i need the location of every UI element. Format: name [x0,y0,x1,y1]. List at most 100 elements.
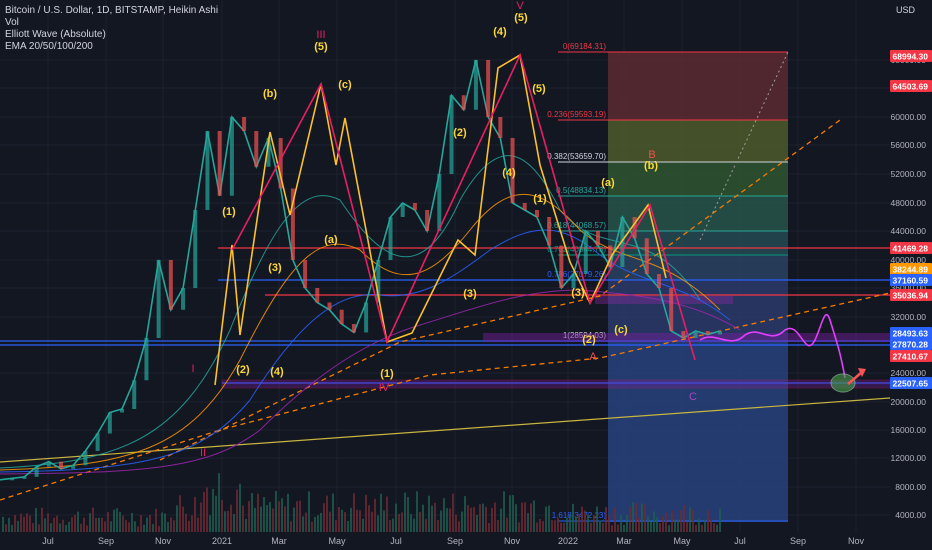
candle [34,466,39,477]
volume-bar [398,513,400,532]
volume-bar [350,507,352,532]
price-tick-label: 16000.00 [891,425,927,435]
volume-bar [686,522,688,532]
wave-label-major: V [516,0,524,12]
target-arrow [847,371,863,385]
time-tick-label: Nov [504,536,521,546]
volume-bar [713,523,715,532]
wave-label: (a) [324,234,338,246]
volume-bar [179,495,181,532]
candles [10,60,722,481]
volume-bar [248,501,250,532]
dashed-trendline-upper [159,119,841,461]
volume-bar [485,506,487,532]
volume-bar [704,519,706,532]
candle [217,131,222,196]
volume-indicator-label[interactable]: Vol [5,17,19,28]
volume-bar [251,493,253,532]
wave-label: (5) [532,83,546,95]
volume-bar [317,515,319,532]
candle [315,288,320,303]
volume-bar [59,523,61,532]
candle [486,60,491,117]
volume-bar [608,515,610,532]
volume-bar [587,514,589,532]
volume-bar [173,520,175,532]
volume-bar [323,503,325,532]
candle [498,117,503,138]
volume-bar [434,502,436,532]
price-label-text: 35036.94 [893,291,929,301]
volume-bar [719,508,721,532]
time-tick-label: Sep [98,536,114,546]
volume-bar [158,526,160,532]
candle [59,461,64,469]
time-tick-label: Sep [447,536,463,546]
volume-bar [332,493,334,532]
volume-bar [533,500,535,532]
volume-bar [338,507,340,532]
volume-bar [554,520,556,532]
volume-bar [56,515,58,532]
symbol-title[interactable]: Bitcoin / U.S. Dollar, 1D, BITSTAMP, Hei… [5,5,219,16]
volume-bar [620,514,622,532]
price-label-box [890,327,932,339]
candle [107,412,112,434]
volume-bar [380,493,382,532]
candle [437,174,442,231]
volume-bar [524,502,526,532]
volume-bar [527,513,529,532]
volume-bar [188,520,190,532]
price-tick-label: 44000.00 [891,226,927,236]
volume-bar [542,521,544,532]
fib-band [608,340,788,522]
time-axis-background [0,532,932,550]
volume-bar [245,519,247,532]
ema-indicator-label[interactable]: EMA 20/50/100/200 [5,41,93,52]
volume-bar [2,516,4,532]
volume-bar [668,525,670,532]
fib-band [608,120,788,162]
volume-bar [626,515,628,532]
volume-bar [359,510,361,532]
candle [71,465,76,469]
price-label-text: 27870.28 [893,340,929,350]
volume-bar [512,495,514,532]
volume-bar [17,520,19,532]
price-tick-label: 48000.00 [891,198,927,208]
volume-bar [572,503,574,532]
volume-bar [536,522,538,532]
elliott-wave-indicator-label[interactable]: Elliott Wave (Absolute) [5,29,106,40]
volume-bar [92,507,94,532]
volume-bar [293,507,295,532]
volume-bar [410,513,412,532]
wave-label-major: III [316,29,325,41]
candle [290,188,295,260]
volume-bar [227,510,229,532]
candle [632,217,637,239]
volume-bar [473,507,475,532]
price-label-box [890,338,932,350]
volume-bar [62,519,64,532]
volume-bar [71,517,73,532]
candle [473,60,478,110]
volume-bar [26,513,28,532]
volume-bar [638,518,640,532]
wave-label: (b) [263,88,277,100]
candle [278,138,283,189]
volume-bar [452,493,454,532]
volume-bar [458,521,460,532]
volume-bar [107,511,109,532]
candle [254,131,259,167]
volume-bar [506,517,508,532]
volume-bar [476,514,478,532]
volume-bar [617,524,619,532]
candle [461,95,466,110]
currency-label: USD [896,5,916,15]
price-tick-label: 36000.00 [891,283,927,293]
volume-bar [170,517,172,532]
volume-bar [371,511,373,532]
volume-bar [677,519,679,532]
